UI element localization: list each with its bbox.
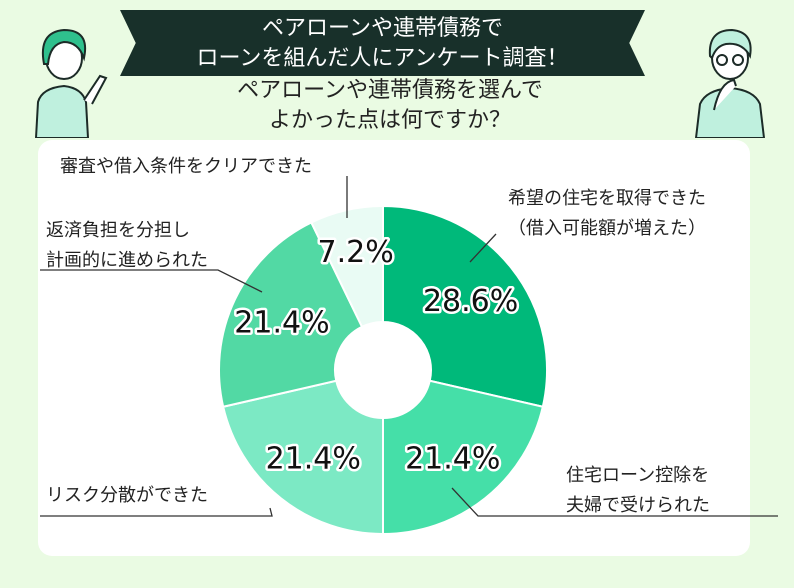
title-banner: ペアローンや連帯債務で ローンを組んだ人にアンケート調査！ (120, 10, 645, 76)
woman-pointing-illustration (34, 28, 108, 138)
category-label: リスク分散ができた (46, 485, 208, 506)
category-label: 返済負担を分担し (46, 220, 190, 241)
category-label: 住宅ローン控除を (566, 465, 709, 486)
donut-slice-4 (218, 221, 364, 408)
leader-line (40, 507, 273, 517)
category-label: （借入可能額が増えた） (508, 218, 706, 239)
subtitle-line-2: よかった点は何ですか？ (268, 108, 511, 133)
slice-value-label: 21.4% (266, 442, 361, 477)
slice-value-label: 28.6% (423, 284, 518, 319)
slice-value-label: 21.4% (405, 442, 500, 477)
man-thinking-illustration (694, 28, 766, 138)
category-label: 計画的に進められた (46, 250, 208, 271)
leader-line (451, 487, 778, 517)
donut-slice-5 (309, 204, 384, 329)
subtitle-line-1: ペアローンや連帯債務を選んで (237, 78, 543, 103)
category-label: 審査や借入条件をクリアできた (60, 156, 312, 177)
donut-slice-2 (382, 379, 545, 536)
leader-line (40, 269, 263, 293)
category-label: 夫婦で受けられた (566, 495, 710, 516)
category-label: 希望の住宅を取得できた (508, 188, 706, 209)
title-line-2: ローンを組んだ人にアンケート調査！ (196, 46, 569, 71)
donut-slice-1 (382, 204, 548, 408)
question-subtitle: ペアローンや連帯債務を選んで よかった点は何ですか？ (180, 76, 600, 136)
slice-value-label: 21.4% (234, 306, 329, 341)
leader-line (469, 233, 497, 263)
title-line-1: ペアローンや連帯債務で (262, 16, 503, 41)
slice-value-label: 7.2% (318, 235, 394, 270)
donut-slice-3 (221, 379, 384, 536)
